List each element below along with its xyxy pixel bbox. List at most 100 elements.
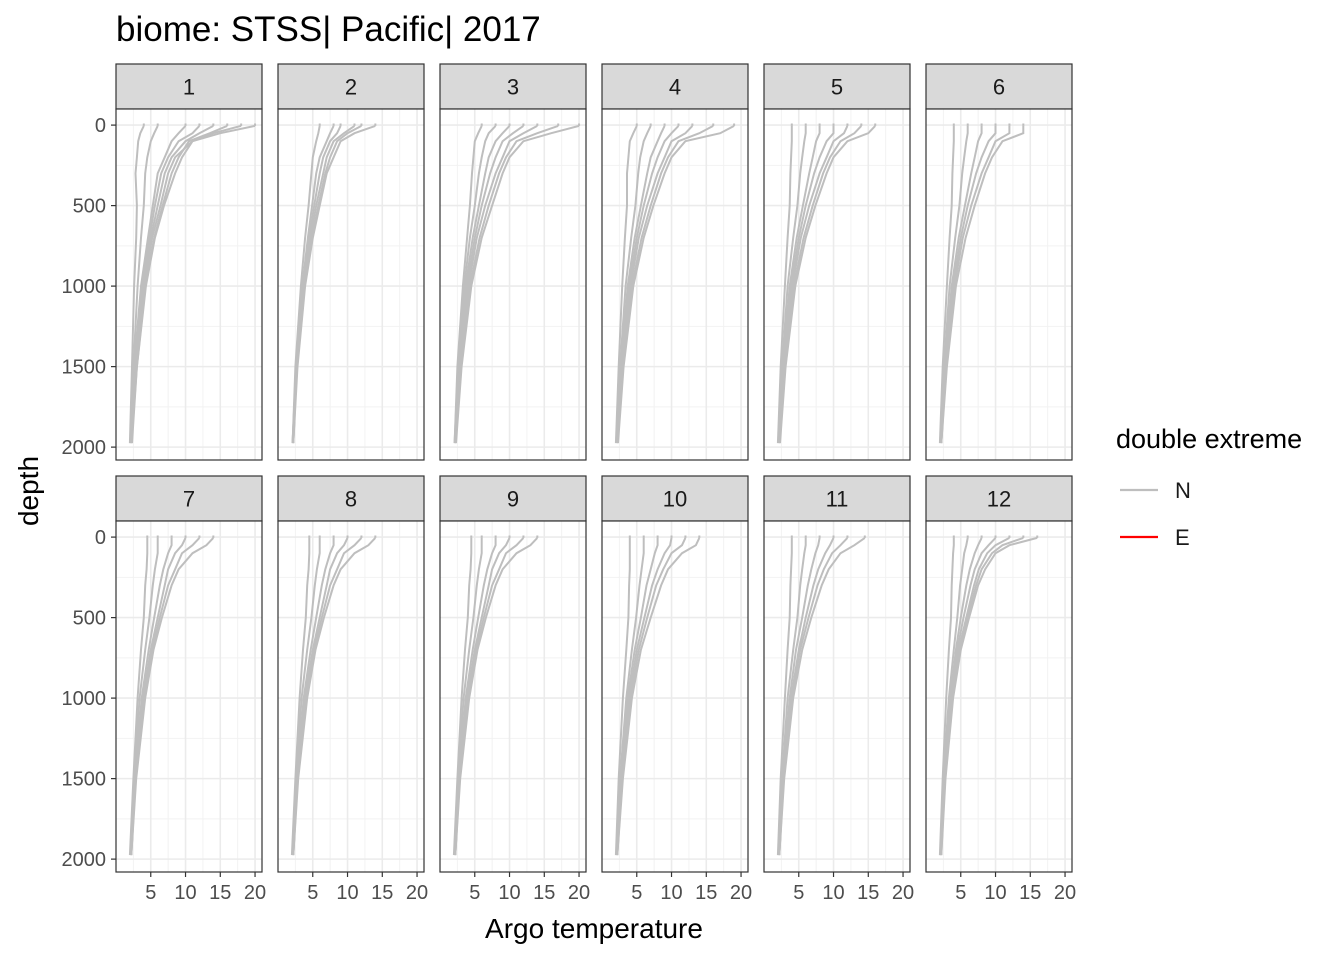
- facet-panel-1: 1 0 500 1000 1500 2000: [62, 63, 263, 461]
- profile-line: [938, 537, 955, 856]
- x-tick-label: 10: [498, 882, 520, 904]
- x-tick-label: 10: [822, 882, 844, 904]
- profile-line: [777, 125, 807, 444]
- facet-strip: [115, 63, 263, 110]
- profile-line: [130, 125, 201, 444]
- profile-line: [130, 537, 187, 856]
- x-tick-label: 5: [955, 882, 966, 904]
- profile-line: [778, 125, 821, 444]
- profile-line: [940, 125, 1025, 444]
- x-tick-label: 15: [533, 882, 555, 904]
- panel-border: [763, 108, 911, 461]
- profile-line: [616, 537, 701, 856]
- facet-strip: [925, 63, 1073, 110]
- profile-line: [778, 125, 863, 444]
- profile-line: [940, 125, 1011, 444]
- x-tick-label: 20: [730, 882, 752, 904]
- profile-line: [455, 124, 580, 444]
- panel-border: [925, 520, 1073, 873]
- profile-line: [292, 537, 377, 856]
- x-tick-label: 5: [307, 882, 318, 904]
- profile-line: [778, 125, 835, 444]
- profile-line: [129, 537, 173, 856]
- facet-panel-12: 12 5 10 15 20: [925, 475, 1076, 904]
- x-tick-label: 10: [660, 882, 682, 904]
- x-axis-label: Argo temperature: [485, 913, 703, 944]
- profile-line: [776, 125, 793, 444]
- profile-line: [616, 125, 680, 444]
- facet-strip-label: 5: [831, 75, 843, 100]
- panel-border: [925, 108, 1073, 461]
- panel-border: [115, 520, 263, 873]
- profile-line: [453, 125, 497, 444]
- x-tick-label: 10: [984, 882, 1006, 904]
- profile-line: [615, 125, 652, 444]
- facet-panel-9: 9 5 10 15 20: [439, 475, 590, 904]
- profile-line: [454, 125, 524, 444]
- profile-line: [615, 537, 645, 856]
- x-tick-label: 20: [568, 882, 590, 904]
- facet-strip-label: 2: [345, 75, 357, 100]
- x-tick-label: 10: [174, 882, 196, 904]
- y-axis-label: depth: [13, 456, 44, 526]
- facet-strip: [439, 63, 587, 110]
- profile-line: [616, 125, 714, 444]
- y-tick-label: 0: [95, 115, 106, 137]
- facet-strip-label: 1: [183, 75, 195, 100]
- profile-line: [128, 125, 145, 444]
- profile-line: [454, 125, 511, 444]
- y-tick-label: 1500: [62, 769, 107, 791]
- facet-strip: [277, 63, 425, 110]
- profile-line: [452, 537, 473, 856]
- profile-line: [454, 537, 511, 856]
- profile-line: [777, 537, 821, 856]
- facet-panel-6: 6: [925, 63, 1073, 461]
- profile-line: [454, 124, 559, 444]
- x-tick-label: 15: [1019, 882, 1041, 904]
- y-tick-label: 1500: [62, 357, 107, 379]
- y-tick-label: 1000: [62, 688, 107, 710]
- facet-panel-10: 10 5 10 15 20: [601, 475, 752, 904]
- panel-border: [439, 520, 587, 873]
- profile-line: [130, 124, 228, 444]
- profile-line: [454, 537, 539, 856]
- profile-line: [130, 537, 215, 856]
- facet-panel-4: 4: [601, 63, 749, 461]
- facet-panel-3: 3: [439, 63, 587, 461]
- facet-strip: [439, 475, 587, 522]
- facet-strip: [277, 475, 425, 522]
- x-tick-label: 15: [695, 882, 717, 904]
- y-tick-label: 500: [73, 196, 106, 218]
- profile-line: [940, 125, 983, 444]
- y-tick-label: 2000: [62, 849, 107, 871]
- profile-line: [938, 125, 955, 444]
- facet-strip: [601, 475, 749, 522]
- x-tick-label: 20: [244, 882, 266, 904]
- profile-line: [614, 537, 631, 856]
- profile-line: [292, 537, 349, 856]
- facet-strip-label: 9: [507, 487, 519, 512]
- profile-line: [778, 537, 866, 856]
- facet-strip: [115, 475, 263, 522]
- profile-line: [454, 125, 538, 444]
- profile-line: [615, 537, 659, 856]
- profile-line: [291, 125, 335, 444]
- facet-strip-label: 3: [507, 75, 519, 100]
- y-tick-label: 500: [73, 608, 106, 630]
- profile-line: [939, 537, 983, 856]
- profile-line: [617, 125, 735, 444]
- x-tick-label: 10: [336, 882, 358, 904]
- facet-strip-label: 8: [345, 487, 357, 512]
- profile-line: [128, 537, 149, 856]
- x-tick-label: 5: [631, 882, 642, 904]
- facet-strip-label: 4: [669, 75, 681, 100]
- profile-line: [616, 125, 666, 444]
- chart-title: biome: STSS| Pacific| 2017: [116, 10, 541, 49]
- y-tick-label: 1000: [62, 276, 107, 298]
- profile-line: [290, 537, 311, 856]
- profile-line: [453, 537, 483, 856]
- panel-border: [277, 108, 425, 461]
- facet-panel-8: 8 5 10 15 20: [277, 475, 428, 904]
